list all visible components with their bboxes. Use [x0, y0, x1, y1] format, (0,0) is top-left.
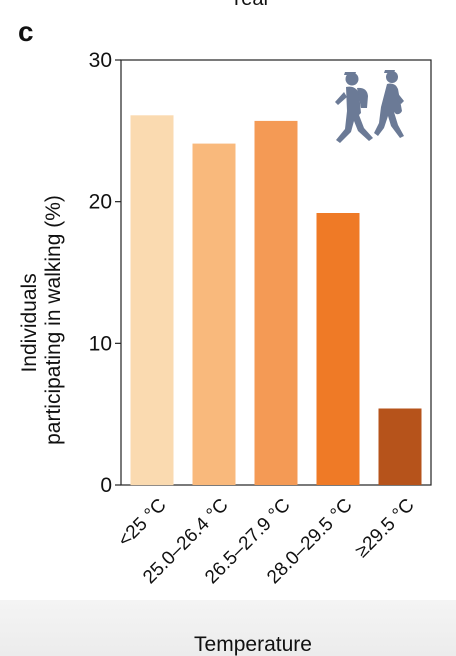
y-axis-title: Individuals participating in walking (%): [18, 195, 65, 445]
walking-people-icon: [335, 70, 404, 143]
y-tick-label: 20: [89, 191, 112, 214]
y-axis-title-line-2: participating in walking (%): [42, 195, 65, 445]
panel-label: c: [18, 16, 34, 47]
bar: [192, 143, 236, 485]
bar: [378, 408, 422, 485]
bar: [316, 213, 360, 485]
bar: [130, 115, 174, 486]
x-tick-label: ≥29.5 °C: [351, 495, 418, 562]
x-axis-title: Temperature: [194, 633, 312, 656]
plot-area: 0 10 20 30: [89, 49, 432, 497]
y-tick-label: 0: [100, 474, 112, 497]
y-tick-label: 10: [89, 332, 112, 355]
y-tick-label: 30: [89, 49, 112, 72]
x-tick-labels: <25 °C25.0–26.4 °C26.5–27.9 °C28.0–29.5 …: [114, 495, 418, 588]
y-axis-title-line-1: Individuals: [18, 273, 41, 372]
bar: [254, 120, 298, 486]
x-tick-label: <25 °C: [114, 495, 170, 551]
cropped-top-label: Year: [230, 0, 271, 10]
bottom-band: [0, 600, 456, 656]
